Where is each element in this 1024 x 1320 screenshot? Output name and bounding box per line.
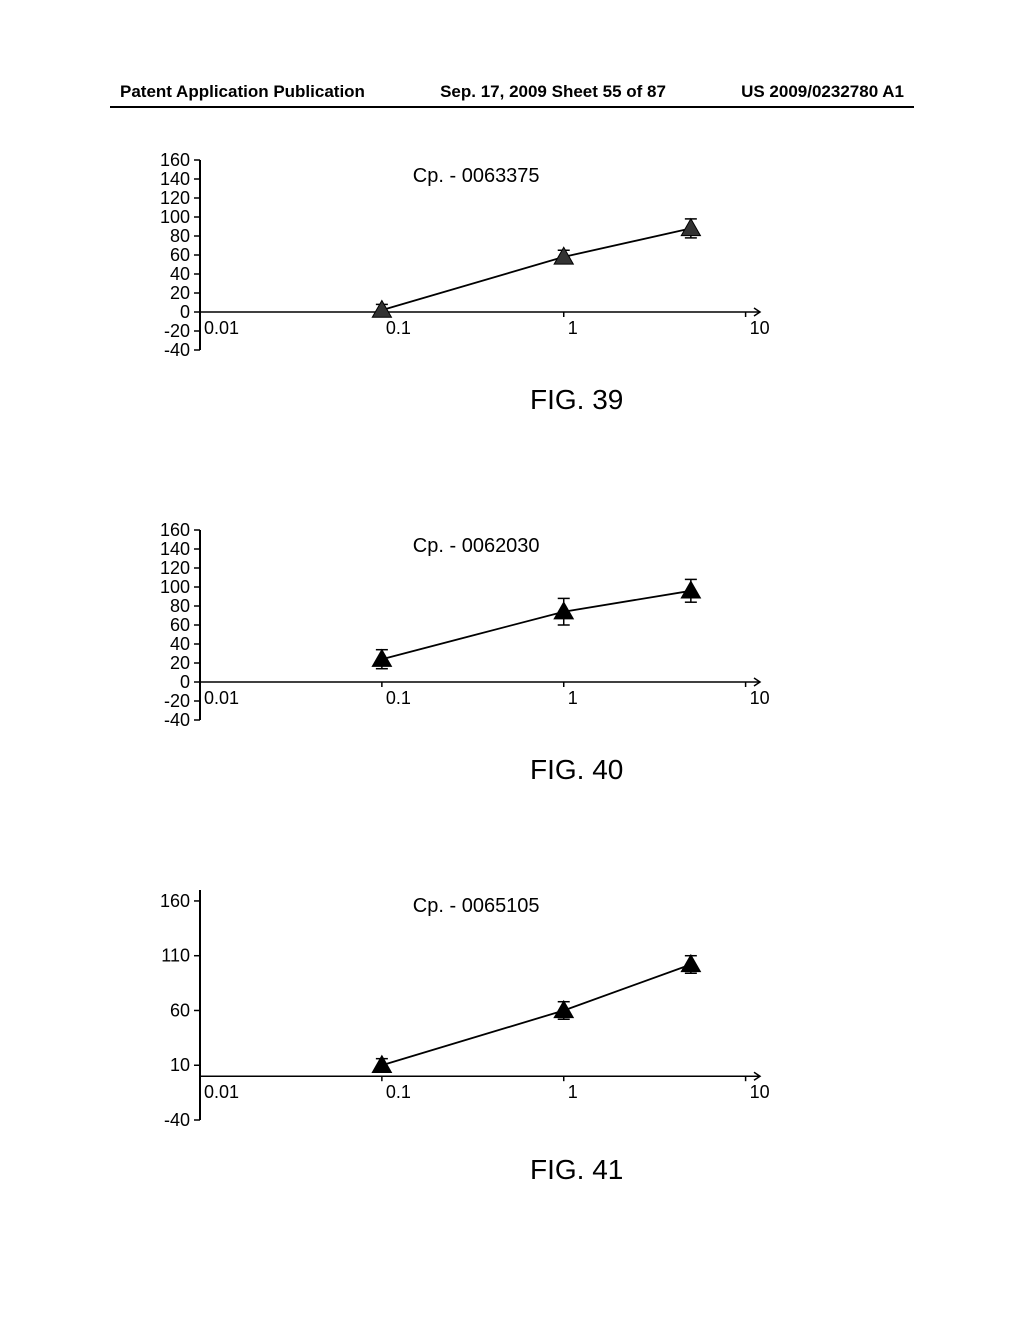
figure-caption: FIG. 41 (530, 1154, 623, 1186)
x-tick-label: 1 (568, 1082, 578, 1102)
chart-fig41: -4010601101600.010.1110Cp. - 0065105FIG.… (130, 880, 770, 1200)
y-tick-label: 40 (170, 264, 190, 284)
y-tick-label: 0 (180, 672, 190, 692)
header-left: Patent Application Publication (120, 82, 365, 102)
x-tick-label: 0.01 (204, 1082, 239, 1102)
y-tick-label: 0 (180, 302, 190, 322)
x-tick-label: 0.1 (386, 1082, 411, 1102)
chart-svg: -40-20020406080100120140160 0.01 0.1 1 10 Cp.… (130, 150, 770, 380)
figure-caption: FIG. 39 (530, 384, 623, 416)
y-tick-label: -20 (164, 691, 190, 711)
y-tick-label: 20 (170, 653, 190, 673)
y-tick-label: 80 (170, 226, 190, 246)
x-tick-label: 1 (568, 318, 578, 338)
x-tick-label: 0.1 (386, 318, 411, 338)
header-center: Sep. 17, 2009 Sheet 55 of 87 (440, 82, 666, 102)
y-tick-label: -40 (164, 710, 190, 730)
data-marker (554, 1001, 573, 1018)
y-tick-label: -40 (164, 340, 190, 360)
x-tick-label: 10 (750, 1082, 770, 1102)
data-marker (681, 955, 700, 972)
x-tick-label: 10 (750, 318, 770, 338)
x-tick-label: 0.01 (204, 688, 239, 708)
data-marker (681, 219, 700, 236)
y-tick-label: 80 (170, 596, 190, 616)
x-tick-label: 10 (750, 688, 770, 708)
header-rule (110, 106, 914, 108)
y-tick-label: 160 (160, 150, 190, 170)
x-tick-label: 0.1 (386, 688, 411, 708)
y-tick-label: 60 (170, 245, 190, 265)
y-tick-label: 160 (160, 520, 190, 540)
chart-title: Cp. - 0062030 (413, 535, 540, 557)
y-tick-label: 10 (170, 1055, 190, 1075)
chart-svg: -40-20020406080100120140160 0.01 0.1 1 10 Cp.… (130, 520, 770, 750)
y-tick-label: 100 (160, 207, 190, 227)
chart-fig40: -40-20020406080100120140160 0.01 0.1 1 10 Cp.… (130, 520, 770, 800)
y-tick-label: 120 (160, 558, 190, 578)
y-tick-label: 100 (160, 577, 190, 597)
y-tick-label: 110 (161, 946, 190, 966)
y-tick-label: -40 (164, 1110, 190, 1130)
data-marker (681, 581, 700, 598)
chart-title: Cp. - 0065105 (413, 895, 540, 917)
page-header: Patent Application Publication Sep. 17, … (0, 82, 1024, 102)
y-tick-label: 120 (160, 188, 190, 208)
y-tick-label: 160 (160, 891, 190, 911)
figure-caption: FIG. 40 (530, 754, 623, 786)
y-tick-label: 40 (170, 634, 190, 654)
chart-svg: -4010601101600.010.1110Cp. - 0065105 (130, 880, 770, 1150)
x-tick-label: 1 (568, 688, 578, 708)
chart-fig39: -40-20020406080100120140160 0.01 0.1 1 10 Cp.… (130, 150, 770, 430)
y-tick-label: 20 (170, 283, 190, 303)
y-tick-label: 140 (160, 539, 190, 559)
y-tick-label: 60 (170, 615, 190, 635)
y-tick-label: 140 (160, 169, 190, 189)
chart-title: Cp. - 0063375 (413, 165, 540, 187)
header-right: US 2009/0232780 A1 (741, 82, 904, 102)
y-tick-label: -20 (164, 321, 190, 341)
y-tick-label: 60 (170, 1000, 190, 1020)
x-tick-label: 0.01 (204, 318, 239, 338)
